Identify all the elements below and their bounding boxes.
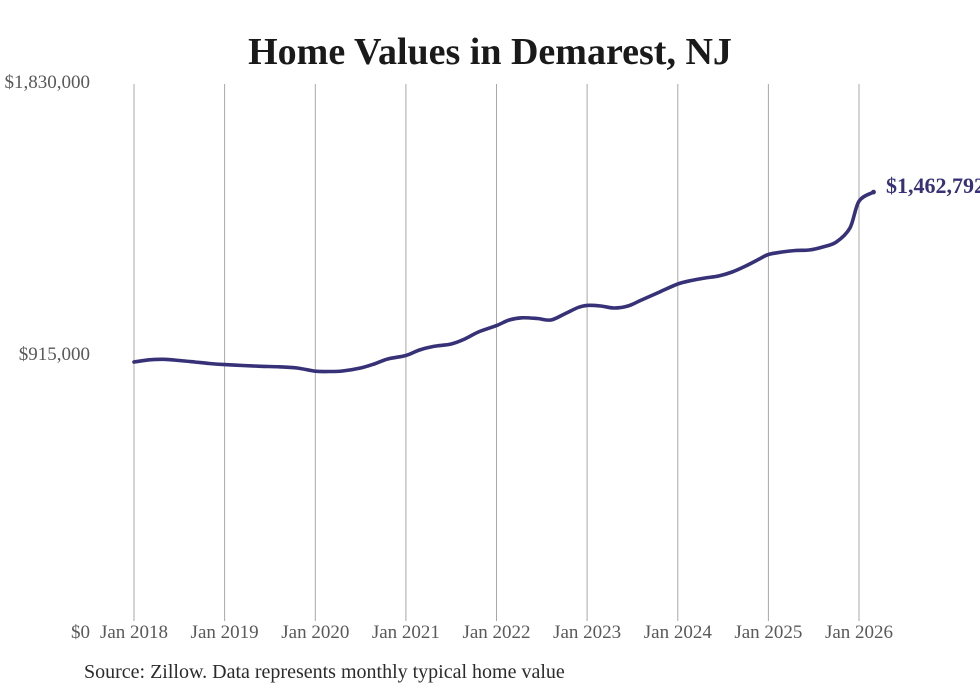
- svg-text:Jan 2026: Jan 2026: [825, 622, 893, 643]
- svg-text:Jan 2021: Jan 2021: [372, 622, 440, 643]
- svg-text:Jan 2022: Jan 2022: [462, 622, 530, 643]
- svg-text:Jan 2020: Jan 2020: [281, 622, 349, 643]
- svg-text:Jan 2025: Jan 2025: [734, 622, 802, 643]
- svg-text:Jan 2019: Jan 2019: [191, 622, 259, 643]
- svg-text:$1,462,792: $1,462,792: [886, 173, 980, 198]
- svg-text:Jan 2024: Jan 2024: [644, 622, 713, 643]
- svg-text:$915,000: $915,000: [19, 344, 90, 365]
- svg-text:Jan 2018: Jan 2018: [100, 622, 168, 643]
- svg-text:$0: $0: [71, 622, 90, 643]
- svg-text:Jan 2023: Jan 2023: [553, 622, 621, 643]
- svg-text:$1,830,000: $1,830,000: [5, 72, 91, 93]
